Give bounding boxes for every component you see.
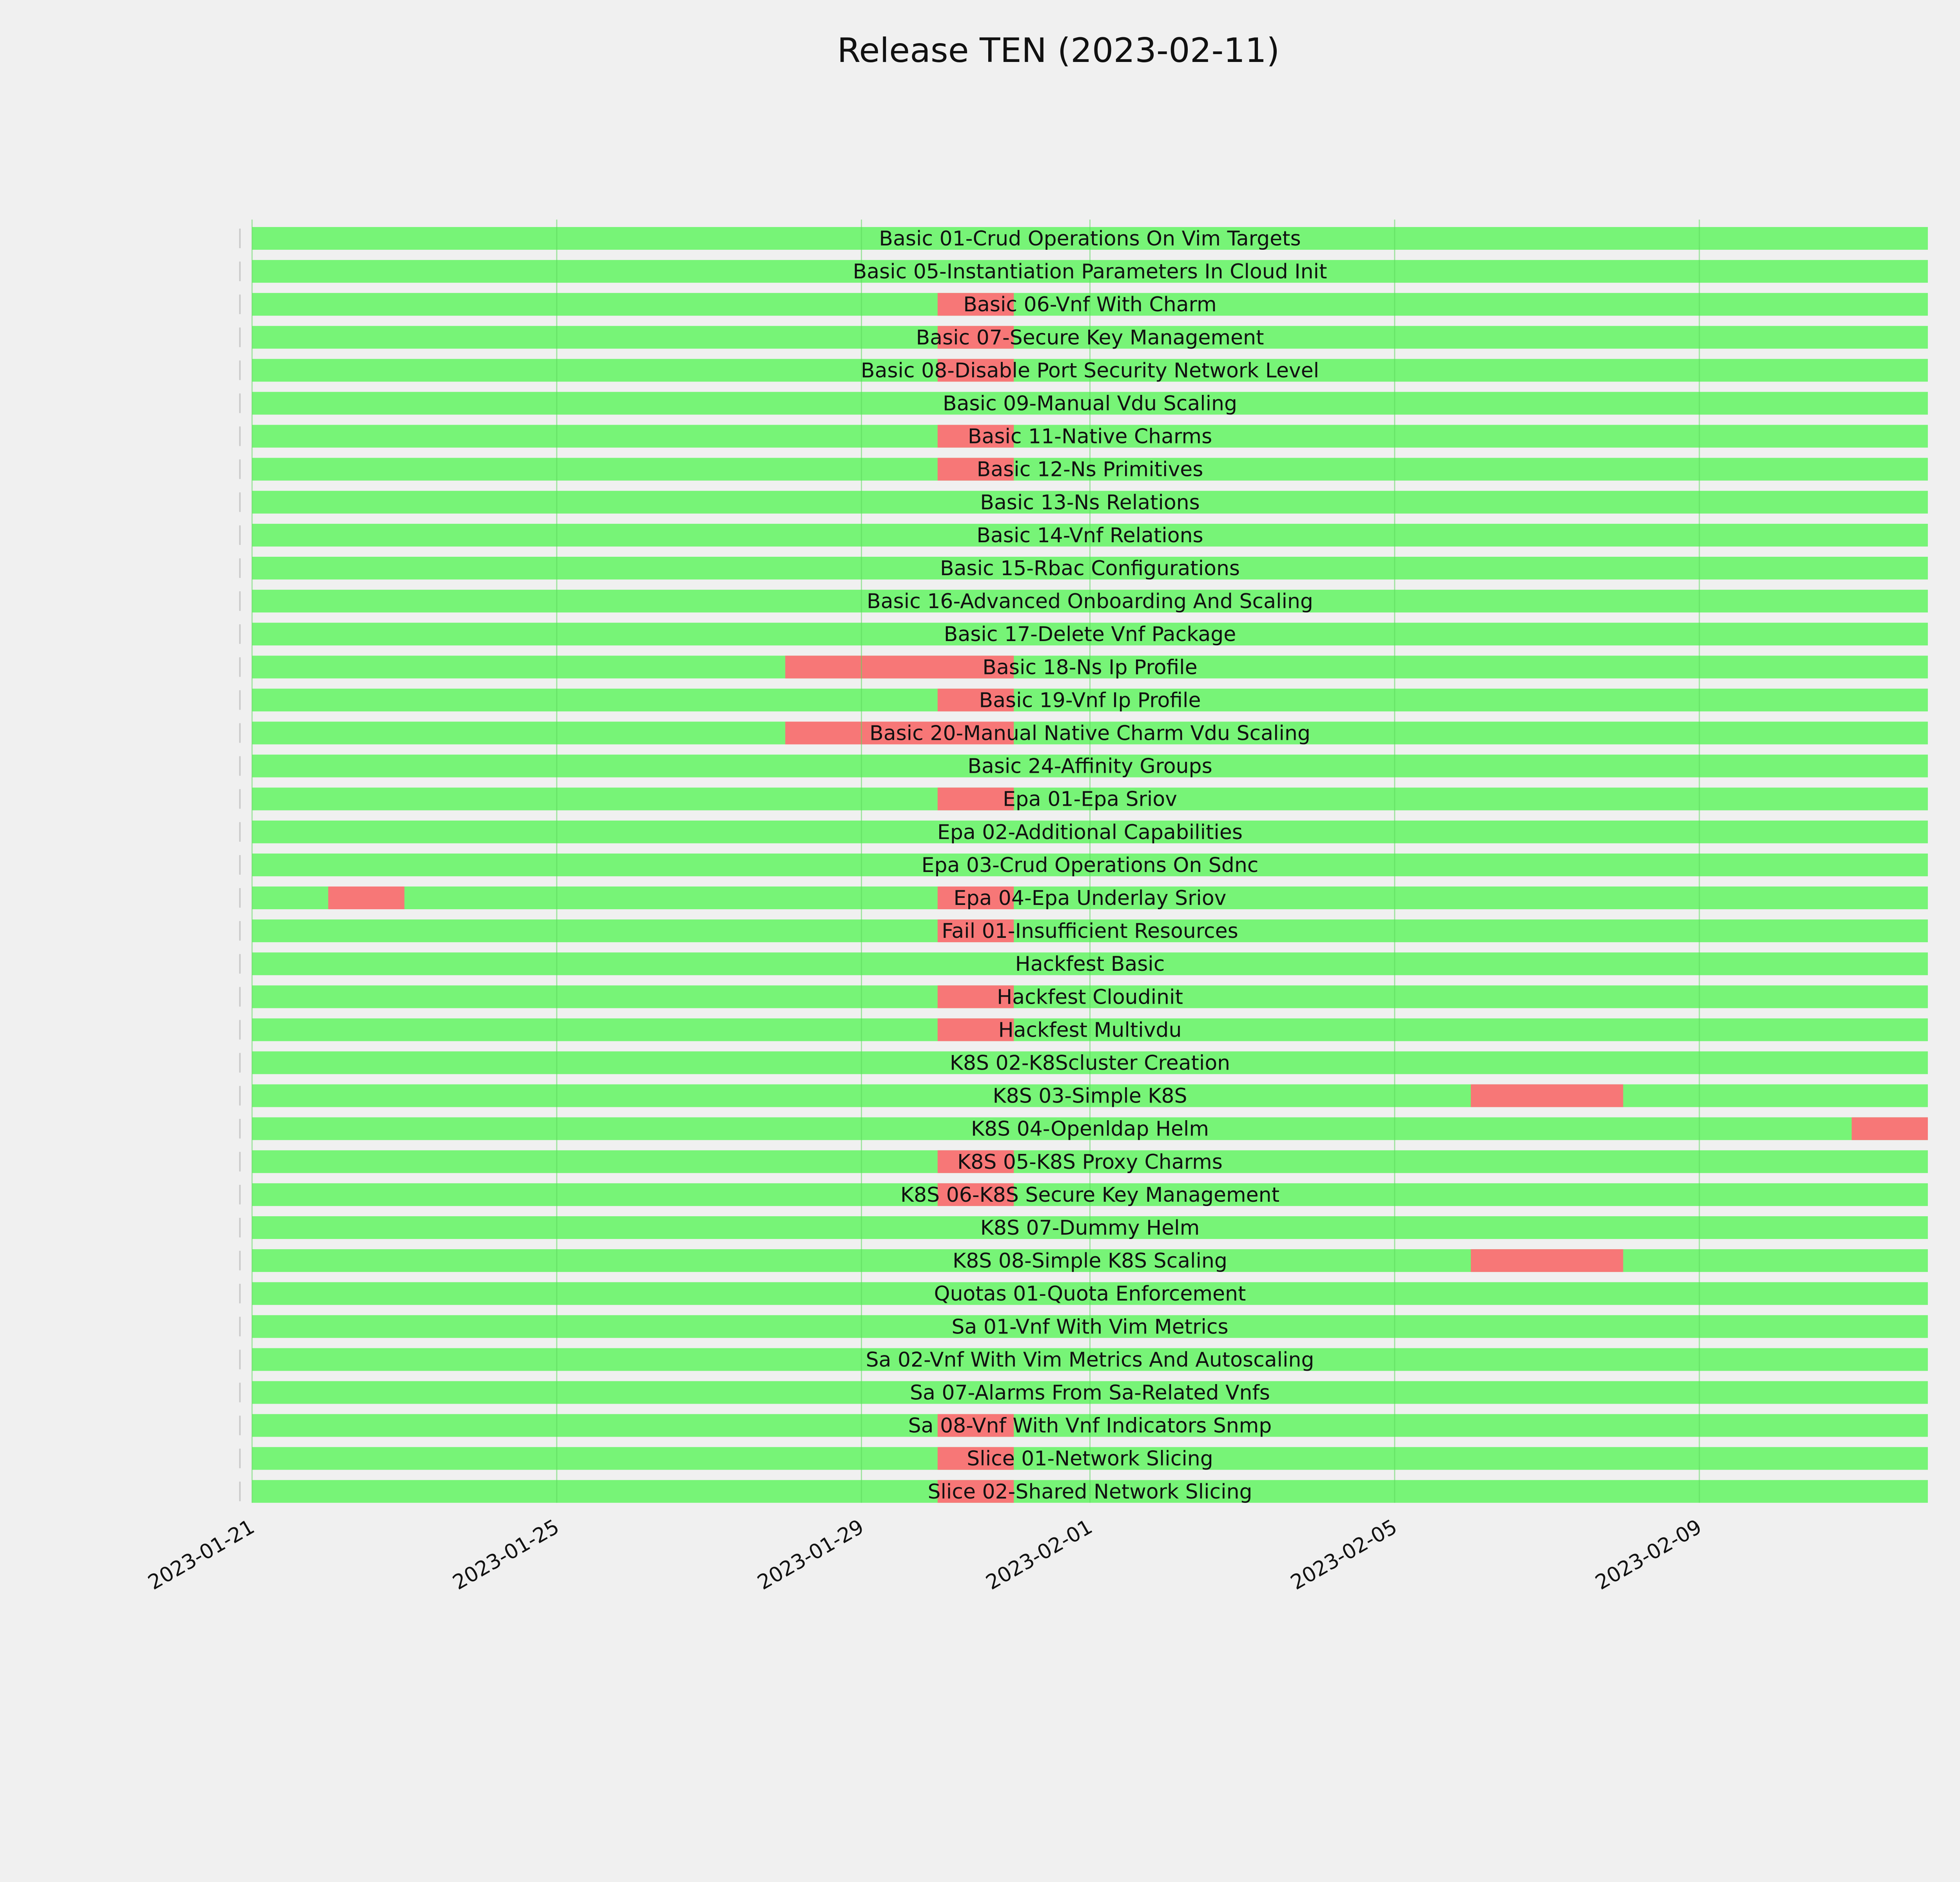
bar-label: Sa 02-Vnf With Vim Metrics And Autoscali… [866, 1348, 1314, 1372]
bar-label: Hackfest Cloudinit [997, 985, 1183, 1009]
bar-label: Epa 03-Crud Operations On Sdnc [922, 854, 1259, 877]
fail-bar [937, 326, 1014, 349]
bar-label: Sa 08-Vnf With Vnf Indicators Snmp [908, 1414, 1272, 1438]
x-tick-label: 2023-01-21 [144, 1515, 259, 1595]
bar-label: K8S 06-K8S Secure Key Management [900, 1183, 1279, 1207]
bar-label: Basic 06-Vnf With Charm [963, 293, 1216, 316]
bar-label: K8S 07-Dummy Helm [980, 1216, 1200, 1240]
bar-label: K8S 04-Openldap Helm [971, 1117, 1209, 1141]
bar-label: Basic 24-Affinity Groups [967, 755, 1212, 778]
fail-bar [937, 425, 1014, 448]
bar-label: Sa 07-Alarms From Sa-Related Vnfs [910, 1381, 1270, 1405]
x-tick-label: 2023-01-25 [449, 1515, 563, 1595]
bar-label: Hackfest Multivdu [998, 1018, 1182, 1042]
bar-label: Fail 01-Insufficient Resources [942, 919, 1238, 943]
bar-label: Basic 11-Native Charms [968, 425, 1212, 449]
x-tick-label: 2023-02-09 [1592, 1515, 1706, 1595]
bar-label: Slice 02-Shared Network Slicing [927, 1480, 1252, 1504]
bar-label: Basic 09-Manual Vdu Scaling [943, 392, 1237, 416]
bar-label: Basic 19-Vnf Ip Profile [979, 688, 1201, 712]
x-tick-label: 2023-01-29 [753, 1515, 868, 1595]
bar-label: Basic 07-Secure Key Management [916, 326, 1264, 349]
labels-layer: Basic 01-Crud Operations On Vim Targets B… [853, 227, 1327, 1504]
bar-label: Basic 18-Ns Ip Profile [982, 656, 1197, 679]
chart-title: Release TEN (2023-02-11) [837, 31, 1280, 70]
fail-bar [785, 656, 1014, 679]
bar-label: Basic 05-Instantiation Parameters In Clo… [853, 260, 1327, 283]
bar-label: Basic 12-Ns Primitives [977, 458, 1203, 481]
bar-label: K8S 05-K8S Proxy Charms [957, 1150, 1223, 1174]
fail-bar [785, 721, 1014, 745]
fail-bar [937, 919, 1014, 943]
bar-label: Epa 02-Additional Capabilities [937, 821, 1243, 844]
bar-label: Basic 14-Vnf Relations [976, 524, 1203, 547]
fail-bar [937, 1018, 1014, 1041]
bar-label: K8S 08-Simple K8S Scaling [953, 1249, 1227, 1273]
x-tick-label: 2023-02-05 [1287, 1515, 1401, 1595]
bar-label: K8S 02-K8Scluster Creation [950, 1052, 1230, 1075]
bar-label: Basic 08-Disable Port Security Network L… [861, 359, 1319, 382]
fail-bar [937, 458, 1014, 481]
fail-bar [937, 359, 1014, 382]
bar-label: Basic 20-Manual Native Charm Vdu Scaling [869, 722, 1310, 745]
bar-label: Basic 01-Crud Operations On Vim Targets [879, 227, 1301, 251]
bar-label: Quotas 01-Quota Enforcement [934, 1282, 1246, 1306]
fail-bar [937, 787, 1014, 810]
fail-bar [937, 887, 1014, 909]
fail-bar [937, 1183, 1014, 1206]
bar-label: Basic 15-Rbac Configurations [940, 557, 1240, 580]
x-axis: 2023-01-21 2023-01-25 2023-01-29 2023-02-01… [144, 1515, 1706, 1595]
bar-label: Slice 01-Network Slicing [967, 1447, 1213, 1471]
fail-bar [1471, 1249, 1623, 1272]
fail-bar [328, 887, 405, 909]
fail-bar [937, 1447, 1014, 1470]
fail-bar [937, 1150, 1014, 1173]
bar-label: Basic 16-Advanced Onboarding And Scaling [867, 590, 1313, 613]
fail-bar [937, 293, 1014, 316]
grid-layer [251, 219, 1700, 1503]
bar-label: Basic 17-Delete Vnf Package [944, 623, 1236, 646]
bar-label: Basic 13-Ns Relations [980, 491, 1200, 514]
fail-bar [937, 1414, 1014, 1437]
fail-bar [937, 985, 1014, 1008]
bar-label: Epa 04-Epa Underlay Sriov [954, 887, 1227, 910]
bar-label: Hackfest Basic [1015, 952, 1165, 976]
fail-bar [937, 688, 1014, 712]
fail-bar [1851, 1117, 1928, 1140]
fail-bar [937, 1480, 1014, 1503]
x-tick-label: 2023-02-01 [982, 1515, 1096, 1595]
fail-bar [1471, 1084, 1623, 1107]
bar-label: K8S 03-Simple K8S [993, 1085, 1187, 1108]
bar-label: Sa 01-Vnf With Vim Metrics [951, 1315, 1228, 1339]
bar-label: Epa 01-Epa Sriov [1003, 788, 1177, 811]
